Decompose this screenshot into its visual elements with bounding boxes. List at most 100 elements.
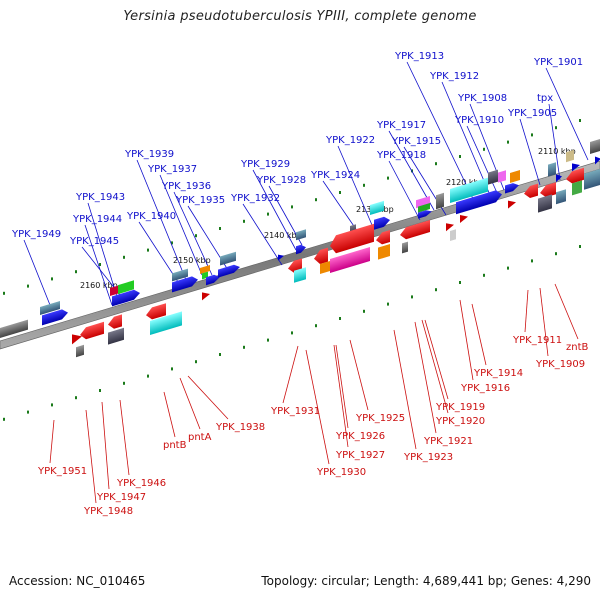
leader-line [388,160,421,221]
gene-arrow-forward [418,210,432,219]
leader-line [159,174,203,276]
gene-block [110,284,120,296]
gene-feature [460,215,468,223]
leader-line [119,399,130,476]
gene-arrow-reverse [288,258,302,273]
gene-feature [40,300,60,315]
gene-feature [376,229,390,245]
reverse-gene-label: YPK_1948 [83,506,133,517]
forward-gene-label: YPK_1935 [175,195,225,206]
gene-feature [524,183,538,198]
gene-feature [378,243,390,260]
gene-arrow-forward [374,216,390,230]
gene-feature [146,303,166,320]
gene-feature [456,190,502,215]
gene-feature [498,170,506,183]
gene-arrow-reverse [80,321,104,340]
leader-line [49,419,55,464]
leader-line [179,377,201,430]
forward-gene-label: YPK_1901 [533,57,583,68]
reverse-gene-label: YPK_1925 [355,413,405,424]
leader-line [23,239,53,311]
gene-block [498,170,506,183]
leader-line [242,203,283,266]
gene-feature [220,251,236,266]
leader-line [305,349,330,465]
leader-line [424,319,449,400]
gene-feature [108,327,124,345]
gene-block [0,319,28,338]
gene-feature [370,200,384,215]
gene-feature [566,167,584,184]
gene-block [548,162,556,177]
gene-arrow-forward [218,264,240,278]
reverse-gene-label: YPK_1946 [116,478,166,489]
leader-line [84,224,113,306]
forward-gene-label: YPK_1932 [230,193,280,204]
genome-backbone [0,160,600,350]
gene-block [436,192,444,210]
leader-line [441,81,491,196]
gene-feature [76,344,84,358]
gene-block [150,311,182,335]
gene-block [200,264,210,274]
gene-block [118,280,134,295]
gene-feature [0,319,28,338]
reverse-gene-label: YPK_1916 [460,383,510,394]
forward-gene-label: YPK_1943 [75,192,125,203]
gene-block [330,246,370,273]
forward-gene-label: tpx [537,93,553,104]
gene-feature [400,219,430,240]
gene-block [510,169,520,183]
gene-arrow-reverse [524,183,538,198]
reverse-gene-label: YPK_1951 [37,466,87,477]
leader-line [406,61,477,206]
reverse-gene-label: zntB [566,342,589,353]
gene-arrow-forward [206,274,220,286]
reverse-gene-label: YPK_1911 [512,335,562,346]
gene-arrow-reverse [108,314,122,329]
leader-line [173,191,213,276]
gene-feature [556,174,562,183]
gene-feature [202,292,210,301]
gene-feature [566,149,574,163]
reverse-gene-label: YPK_1920 [435,416,485,427]
reverse-gene-label: YPK_1931 [270,406,320,417]
gene-feature [110,284,120,296]
forward-gene-label: YPK_1928 [256,175,306,186]
forward-gene-label: YPK_1924 [310,170,360,181]
forward-gene-label: YPK_1912 [429,71,479,82]
gene-block [450,229,456,241]
tick-label: 2110 kbp [538,147,576,156]
gene-feature [450,177,488,203]
gene-small [202,292,210,301]
forward-gene-label: YPK_1940 [126,211,176,222]
forward-gene-label: YPK_1922 [325,135,375,146]
gene-feature [418,210,432,219]
gene-feature [538,194,552,213]
leader-line [136,159,187,281]
gene-small [572,163,580,172]
gene-block [76,344,84,358]
gene-arrow-reverse [146,303,166,320]
gene-block [418,202,430,213]
forward-gene-label: YPK_1944 [72,214,122,225]
leader-line [471,303,487,366]
gene-block [320,260,330,274]
forward-gene-label: YPK_1915 [391,136,441,147]
gene-feature [172,268,188,282]
gene-block [556,189,566,205]
gene-feature [278,254,284,261]
gene-feature [450,229,456,241]
forward-gene-label: YPK_1917 [376,120,426,131]
gene-feature [118,280,134,295]
forward-gene-label: YPK_1949 [11,229,61,240]
gene-feature [288,258,302,273]
reverse-gene-label: YPK_1923 [403,452,453,463]
leader-line [163,391,176,438]
reverse-gene-label: YPK_1919 [435,402,485,413]
reverse-gene-label: YPK_1930 [316,467,366,478]
forward-gene-label: YPK_1945 [69,236,119,247]
